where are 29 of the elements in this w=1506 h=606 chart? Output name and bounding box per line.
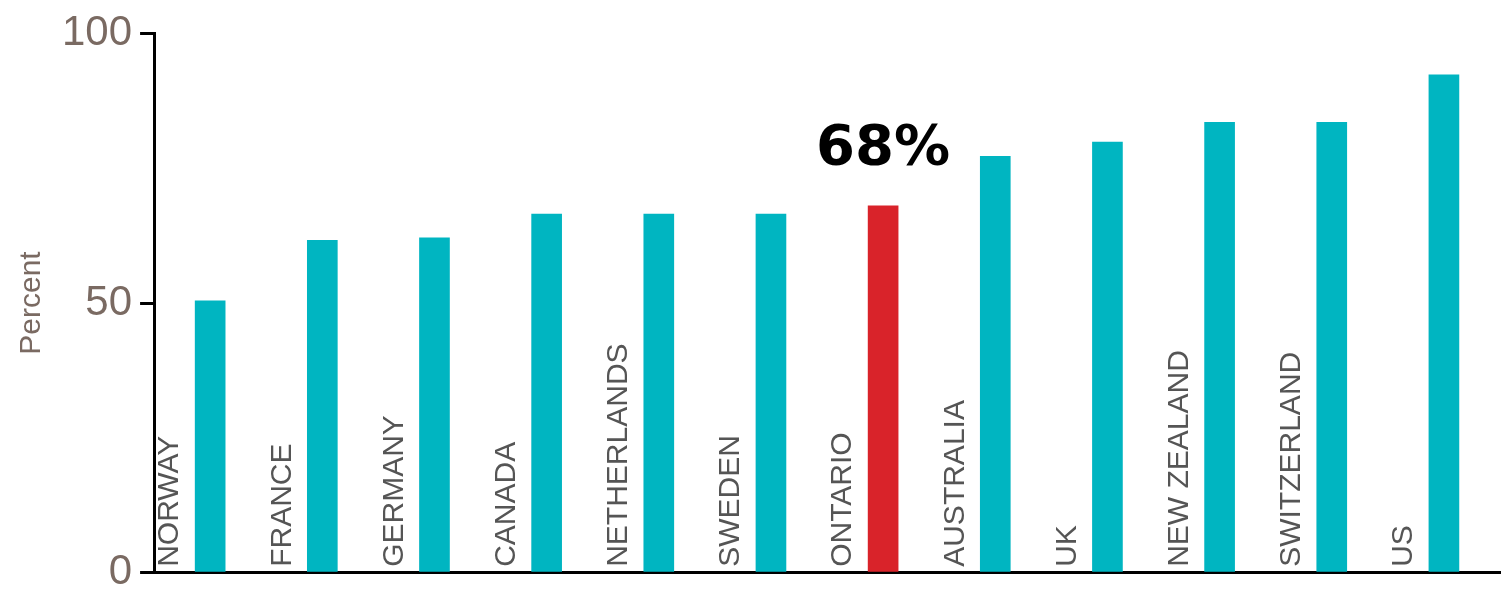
bar: [755, 213, 787, 572]
x-tick-label: SWEDEN: [712, 435, 746, 567]
x-tick-label: UK: [1048, 525, 1082, 567]
x-tick-label: NORWAY: [151, 435, 185, 567]
y-axis-title: Percent: [13, 250, 47, 355]
bar: [306, 240, 338, 572]
x-tick-label: ONTARIO: [824, 432, 858, 567]
bar: [1204, 121, 1235, 572]
y-tick-label: 50: [85, 276, 133, 324]
x-tick-label: CANADA: [487, 441, 521, 567]
x-tick-label: FRANCE: [263, 443, 297, 567]
x-tick-label: SWITZERLAND: [1273, 351, 1307, 567]
bar: [867, 205, 899, 572]
x-tick-label: AUSTRALIA: [936, 400, 970, 567]
bar: [1428, 74, 1460, 572]
x-tick-label: GERMANY: [375, 415, 409, 567]
y-tick-label: 100: [62, 6, 133, 54]
bar: [194, 300, 226, 572]
bar: [643, 213, 675, 572]
bar: [419, 237, 450, 572]
bar: [979, 155, 1011, 572]
x-tick-label: US: [1385, 525, 1419, 567]
bar: [1092, 141, 1123, 572]
data-label: 68%: [816, 112, 951, 178]
x-tick-label: NETHERLANDS: [600, 343, 634, 567]
bar: [1316, 121, 1348, 572]
bar: [531, 213, 562, 572]
y-tick-label: 0: [108, 546, 133, 594]
x-tick-label: NEW ZEALAND: [1160, 350, 1194, 567]
